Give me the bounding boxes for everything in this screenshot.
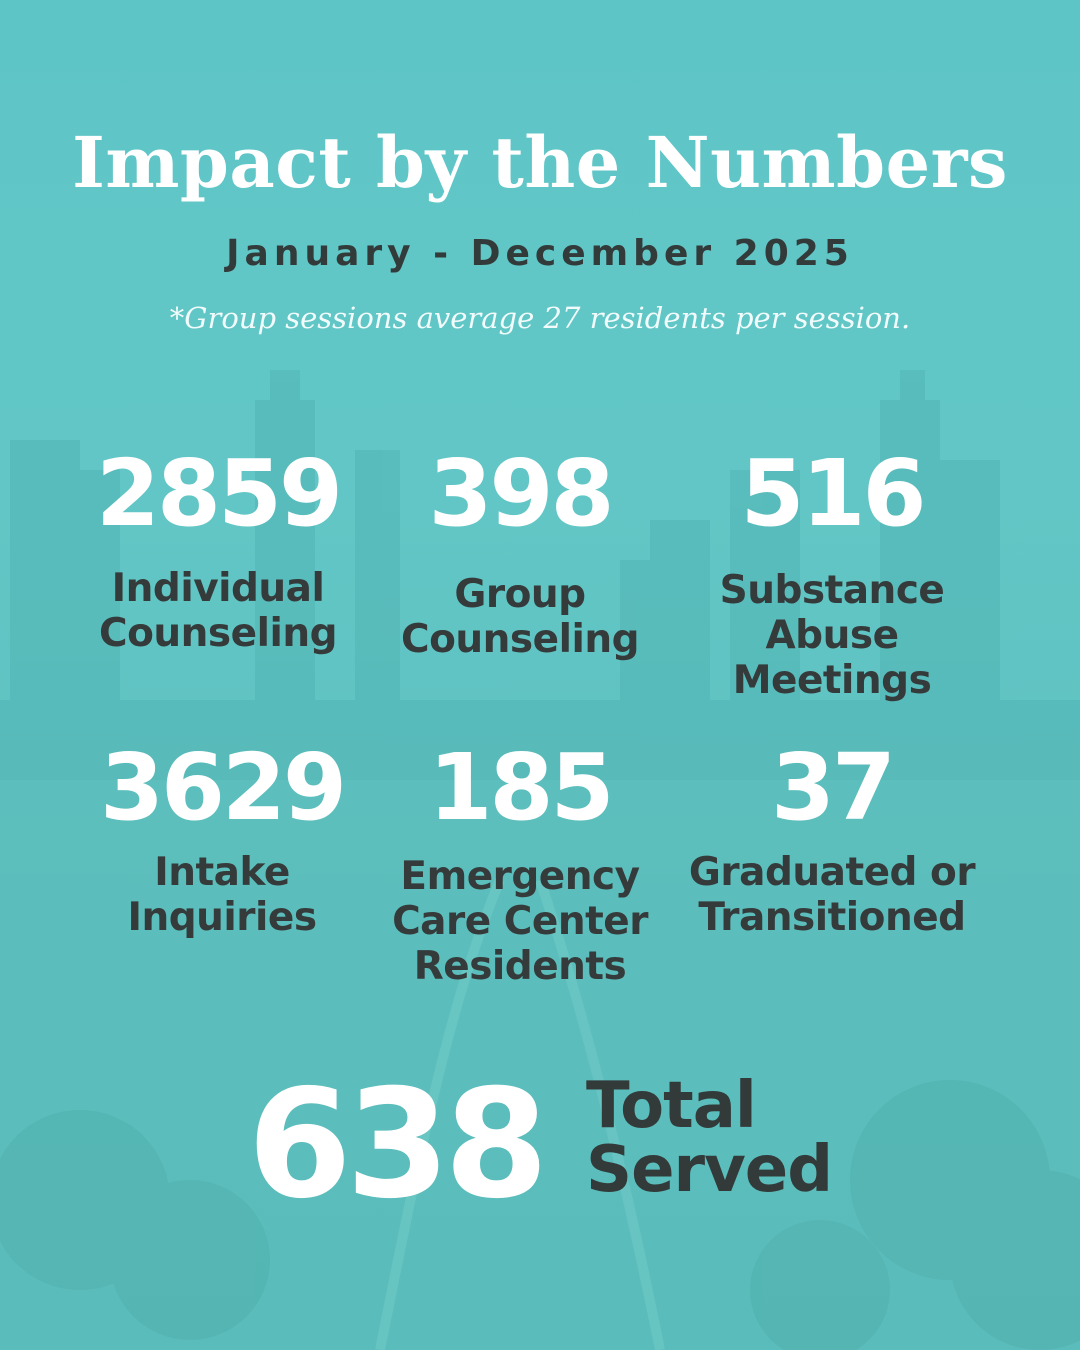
total-label: Total Served	[586, 1074, 906, 1202]
stat-label-line: Residents	[413, 944, 627, 989]
total-number: 638	[247, 1058, 548, 1232]
stat-number: 3629	[99, 734, 347, 841]
stat-label-line: Graduated or	[688, 850, 976, 895]
stat-label: Intake Inquiries	[62, 850, 382, 940]
stat-substance-abuse-meetings: 516 Substance Abuse Meetings	[672, 440, 992, 704]
date-range: January - December 2025	[226, 233, 854, 274]
stat-label-line: Intake	[154, 850, 290, 895]
stat-label-line: Care Center	[392, 899, 648, 944]
stat-label-line: Group	[454, 572, 586, 617]
stat-label-line: Meetings	[732, 658, 932, 703]
total-served: 638 Total Served	[0, 1060, 1080, 1230]
stat-label-line: Substance	[719, 568, 945, 613]
stat-group-counseling: 398 Group Counseling	[360, 440, 680, 663]
stat-emergency-care-center-residents: 185 Emergency Care Center Residents	[360, 734, 680, 990]
stat-intake-inquiries: 3629 Intake Inquiries	[62, 734, 382, 941]
stat-label: Graduated or Transitioned	[672, 850, 992, 940]
stat-individual-counseling: 2859 Individual Counseling	[58, 440, 378, 657]
stat-number: 2859	[95, 440, 343, 547]
stat-label-line: Transitioned	[698, 895, 966, 940]
stat-label-line: Individual	[111, 566, 325, 611]
stat-graduated-or-transitioned: 37 Graduated or Transitioned	[672, 734, 992, 941]
stat-label-line: Emergency	[400, 854, 640, 899]
stat-number: 516	[740, 440, 926, 547]
stat-label: Emergency Care Center Residents	[360, 854, 680, 989]
stat-number: 185	[428, 734, 614, 841]
page-title: Impact by the Numbers	[72, 121, 1008, 204]
stat-label-line: Counseling	[400, 617, 640, 662]
stat-label: Group Counseling	[360, 572, 680, 662]
stat-label-line: Inquiries	[127, 895, 317, 940]
total-label-line: Served	[586, 1133, 833, 1207]
stat-number: 37	[770, 734, 896, 841]
footnote: *Group sessions average 27 residents per…	[169, 301, 911, 335]
stat-label-line: Abuse	[765, 613, 899, 658]
total-label-line: Total	[586, 1069, 757, 1143]
stat-label: Substance Abuse Meetings	[672, 568, 992, 703]
stat-number: 398	[428, 440, 614, 547]
stat-label-line: Counseling	[98, 611, 338, 656]
stat-label: Individual Counseling	[58, 566, 378, 656]
